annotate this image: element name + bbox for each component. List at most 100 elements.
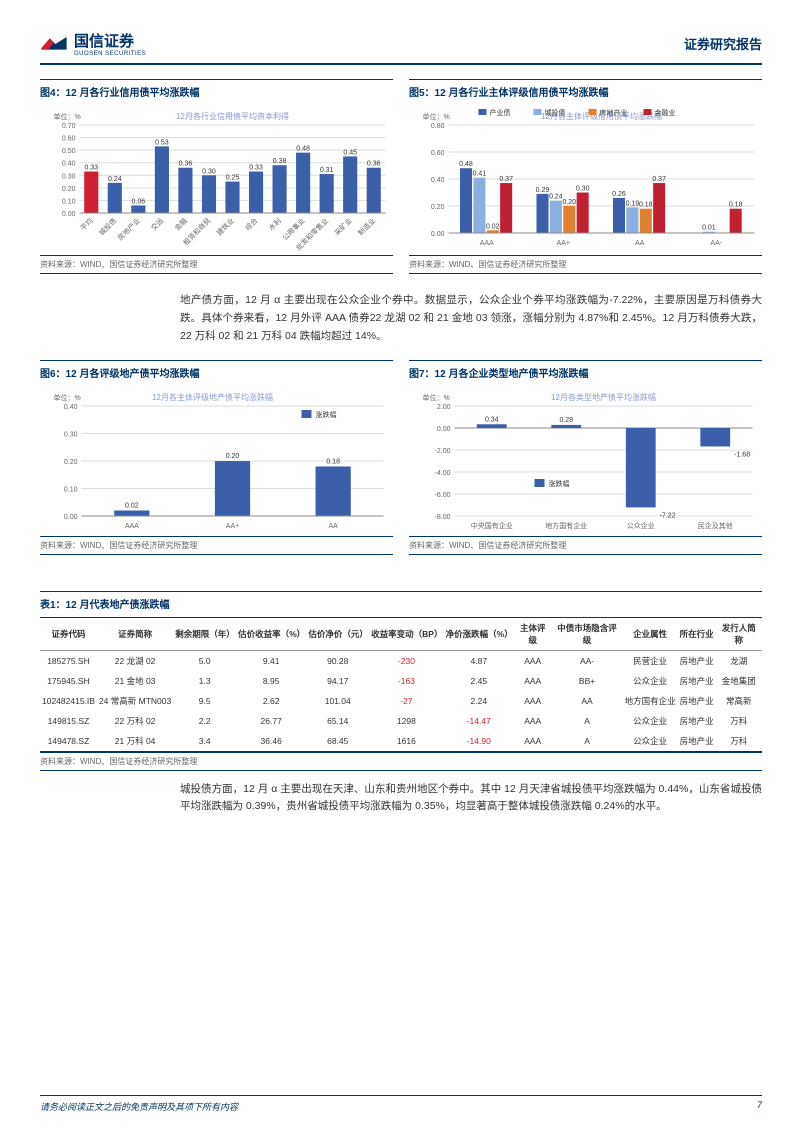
svg-text:0.60: 0.60: [431, 150, 445, 157]
svg-text:0.29: 0.29: [536, 187, 550, 194]
svg-text:0.01: 0.01: [702, 225, 716, 232]
svg-text:0.30: 0.30: [62, 173, 76, 180]
table-cell: 民营企业: [623, 650, 678, 671]
table-cell: AA-: [552, 650, 623, 671]
table-cell: A: [552, 731, 623, 752]
svg-text:AA+: AA+: [557, 240, 570, 247]
table-header: 中债市场隐含评级: [552, 617, 623, 650]
chart6-source: 资料来源：WIND、国信证券经济研究所整理: [40, 536, 393, 555]
table-header: 净价涨跌幅（%）: [444, 617, 514, 650]
svg-text:金融: 金融: [173, 216, 189, 232]
svg-text:12月各类型地产债平均涨跌幅: 12月各类型地产债平均涨跌幅: [551, 392, 656, 402]
svg-text:0.18: 0.18: [639, 202, 653, 209]
table-cell: 1616: [369, 731, 443, 752]
page-footer: 请务必阅读正文之后的免责声明及其项下所有内容 7: [40, 1095, 762, 1113]
svg-text:-2.00: -2.00: [435, 448, 451, 455]
logo-text-block: 国信证券 GUOSEN SECURITIES: [74, 30, 146, 57]
svg-text:0.40: 0.40: [62, 161, 76, 168]
svg-text:平均: 平均: [78, 216, 94, 232]
table-cell: 房地产业: [678, 691, 716, 711]
svg-text:0.20: 0.20: [226, 453, 240, 460]
footer-disclaimer: 请务必阅读正文之后的免责声明及其项下所有内容: [40, 1100, 238, 1113]
table-cell: 68.45: [306, 731, 369, 752]
charts-row-2: 图6：12 月各评级地产债平均涨跌幅 0.000.100.200.300.40单…: [40, 360, 762, 565]
table-cell: 149478.SZ: [40, 731, 97, 752]
svg-text:-4.00: -4.00: [435, 470, 451, 477]
svg-text:房地产业: 房地产业: [116, 216, 142, 242]
svg-text:-7.22: -7.22: [660, 512, 676, 519]
table-cell: 2.62: [236, 691, 306, 711]
table-cell: 万科: [716, 711, 762, 731]
table-cell: A: [552, 711, 623, 731]
table-cell: 房地产业: [678, 650, 716, 671]
svg-text:0.00: 0.00: [64, 514, 78, 521]
svg-text:0.10: 0.10: [62, 198, 76, 205]
svg-text:建筑业: 建筑业: [215, 216, 236, 237]
table-cell: AAA: [514, 731, 552, 752]
chart4-source: 资料来源：WIND、国信证券经济研究所整理: [40, 255, 393, 274]
table-cell: 地方国有企业: [623, 691, 678, 711]
chart4: 0.000.100.200.300.400.500.600.70单位：%12月各…: [40, 105, 393, 255]
table-header: 估价净价（元）: [306, 617, 369, 650]
svg-text:0.30: 0.30: [202, 168, 216, 175]
table-row: 185275.SH22 龙湖 025.09.4190.28-2304.87AAA…: [40, 650, 762, 671]
table-header: 发行人简称: [716, 617, 762, 650]
table-cell: 4.87: [444, 650, 514, 671]
svg-text:0.20: 0.20: [62, 186, 76, 193]
table-cell: 房地产业: [678, 731, 716, 752]
svg-text:0.00: 0.00: [431, 231, 445, 238]
svg-text:-1.68: -1.68: [734, 451, 750, 458]
svg-text:0.30: 0.30: [64, 431, 78, 438]
table1-title: 表1：12 月代表地产债涨跌幅: [40, 591, 762, 617]
svg-text:0.33: 0.33: [84, 165, 98, 172]
chart5-source: 资料来源：WIND、国信证券经济研究所整理: [409, 255, 762, 274]
svg-text:0.48: 0.48: [296, 146, 310, 153]
svg-text:0.25: 0.25: [226, 175, 240, 182]
svg-text:0.80: 0.80: [431, 123, 445, 130]
svg-text:12月各行业信用债平均资本利得: 12月各行业信用债平均资本利得: [176, 111, 289, 121]
chart5-container: 图5：12 月各行业主体评级信用债平均涨跌幅 0.000.200.400.600…: [409, 79, 762, 284]
table-header: 主体评级: [514, 617, 552, 650]
svg-text:AAA: AAA: [125, 523, 139, 530]
svg-text:AAA: AAA: [480, 240, 494, 247]
svg-text:地方国有企业: 地方国有企业: [545, 521, 587, 530]
table-cell: 公众企业: [623, 711, 678, 731]
table-header: 证券代码: [40, 617, 97, 650]
paragraph-1: 地产债方面，12 月 α 主要出现在公众企业个券中。数据显示，公众企业个券平均涨…: [180, 292, 762, 346]
svg-text:单位：%: 单位：%: [423, 393, 450, 402]
logo-icon: [40, 34, 68, 54]
svg-text:金融业: 金融业: [655, 108, 676, 117]
chart6: 0.000.100.200.300.40单位：%12月各主体评级地产债平均涨跌幅…: [40, 386, 393, 536]
svg-text:0.30: 0.30: [576, 186, 590, 193]
table-header: 证券简称: [97, 617, 173, 650]
svg-text:城投债: 城投债: [97, 216, 118, 237]
page-number: 7: [757, 1100, 762, 1113]
svg-text:0.33: 0.33: [249, 165, 263, 172]
table1: 证券代码证券简称剩余期限（年）估价收益率（%）估价净价（元）收益率变动（BP）净…: [40, 617, 762, 752]
table-cell: 2.24: [444, 691, 514, 711]
table-cell: BB+: [552, 671, 623, 691]
table-cell: 公众企业: [623, 671, 678, 691]
svg-text:产业债: 产业债: [490, 108, 511, 117]
table-cell: 万科: [716, 731, 762, 752]
svg-text:0.50: 0.50: [62, 148, 76, 155]
svg-text:0.53: 0.53: [155, 139, 169, 146]
svg-text:0.02: 0.02: [125, 502, 139, 509]
svg-text:采矿业: 采矿业: [332, 216, 353, 237]
table-cell: 94.17: [306, 671, 369, 691]
table-cell: 36.46: [236, 731, 306, 752]
svg-text:房地产业: 房地产业: [600, 108, 628, 117]
svg-text:交运: 交运: [149, 216, 165, 232]
svg-text:公用事业: 公用事业: [280, 216, 306, 242]
table-cell: AAA: [514, 691, 552, 711]
table-cell: 9.5: [173, 691, 236, 711]
svg-text:0.60: 0.60: [62, 136, 76, 143]
table-cell: AA: [552, 691, 623, 711]
svg-text:0.28: 0.28: [559, 416, 573, 423]
svg-text:0.24: 0.24: [108, 176, 122, 183]
table-cell: 房地产业: [678, 671, 716, 691]
table-cell: 175945.SH: [40, 671, 97, 691]
svg-text:0.36: 0.36: [179, 161, 193, 168]
svg-text:城投债: 城投债: [545, 108, 566, 117]
svg-text:0.24: 0.24: [549, 194, 563, 201]
